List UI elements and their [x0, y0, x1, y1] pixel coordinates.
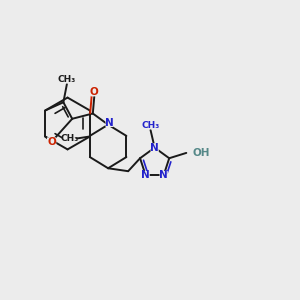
Text: O: O — [90, 87, 99, 97]
Text: N: N — [141, 170, 150, 180]
Text: CH₃: CH₃ — [58, 75, 76, 84]
Text: CH₃: CH₃ — [141, 121, 160, 130]
Text: OH: OH — [193, 148, 210, 158]
FancyBboxPatch shape — [106, 119, 113, 127]
Text: N: N — [159, 170, 168, 180]
FancyBboxPatch shape — [91, 88, 98, 96]
Text: CH₃: CH₃ — [60, 134, 79, 143]
FancyBboxPatch shape — [60, 75, 74, 83]
FancyBboxPatch shape — [144, 121, 157, 129]
FancyBboxPatch shape — [62, 135, 76, 143]
Text: N: N — [150, 142, 159, 153]
Text: O: O — [47, 137, 56, 147]
FancyBboxPatch shape — [142, 171, 150, 180]
FancyBboxPatch shape — [151, 143, 159, 152]
FancyBboxPatch shape — [160, 171, 168, 180]
FancyBboxPatch shape — [47, 137, 56, 146]
Text: N: N — [105, 118, 114, 128]
